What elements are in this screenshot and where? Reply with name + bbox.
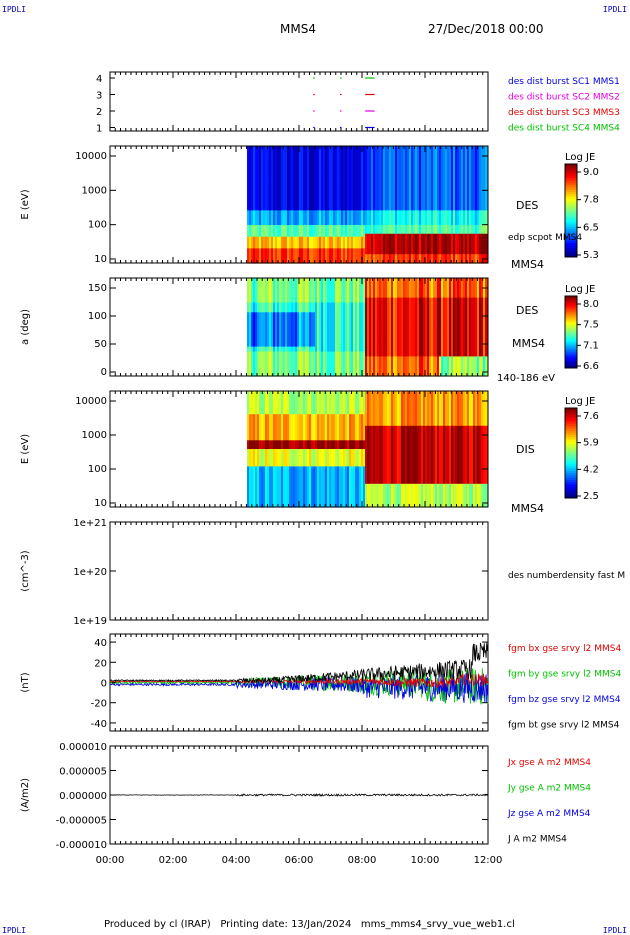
des-energy-ylabel: E (eV) — [20, 189, 31, 219]
des-energy-tick: 10000 — [75, 151, 107, 162]
burst-tick-label: 2 — [96, 107, 102, 118]
burst-panel-frame — [110, 72, 488, 131]
des-energy-tick: 10 — [94, 254, 107, 265]
des-energy-sc-label: MMS4 — [511, 258, 544, 271]
burst-legend-label: des dist burst SC3 MMS3 — [508, 108, 620, 118]
burst-tick-label: 3 — [96, 91, 102, 102]
time-tick-label: 10:00 — [411, 855, 440, 866]
burst-legend-label: des dist burst SC1 MMS1 — [508, 77, 620, 87]
des-energy-colorbar-tick: 5.3 — [583, 250, 599, 261]
des-energy-tick: 1000 — [82, 185, 107, 196]
des-energy-colorbar-tick: 9.0 — [583, 167, 599, 178]
burst-legend-label: des dist burst SC2 MMS2 — [508, 93, 620, 103]
des-energy-scpot-label: edp scpot MMS4 — [508, 233, 582, 243]
burst-tick-label: 4 — [96, 74, 102, 85]
des-energy-tick: 100 — [88, 220, 107, 231]
time-tick-label: 12:00 — [474, 855, 503, 866]
burst-tick-label: 1 — [96, 124, 102, 135]
time-tick-label: 06:00 — [285, 855, 314, 866]
des-energy-colorbar-title: Log JE — [565, 152, 595, 163]
time-tick-label: 00:00 — [96, 855, 125, 866]
des-energy-colorbar-tick: 6.5 — [583, 222, 599, 233]
des-energy-label: DES — [516, 199, 538, 212]
time-tick-label: 02:00 — [159, 855, 188, 866]
burst-legend-label: des dist burst SC4 MMS4 — [508, 124, 620, 134]
des-energy-colorbar-tick: 7.8 — [583, 195, 599, 206]
time-tick-label: 08:00 — [348, 855, 377, 866]
des-energy-spectrogram — [247, 146, 488, 264]
des-pitch-spectrogram — [247, 278, 488, 377]
time-tick-label: 04:00 — [222, 855, 251, 866]
